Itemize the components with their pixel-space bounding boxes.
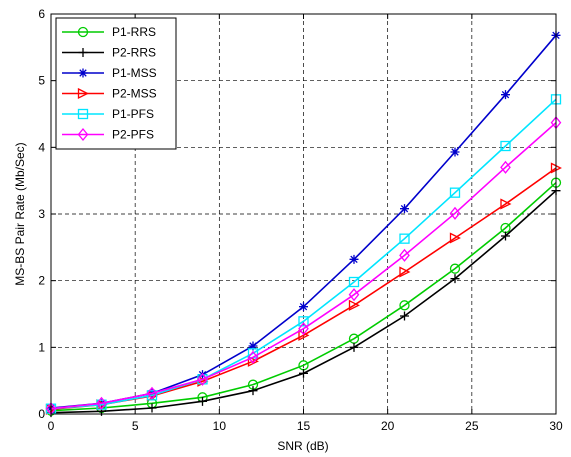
- data-point-diamond: [399, 248, 410, 262]
- y-tick-label: 3: [38, 207, 45, 221]
- data-point-asterisk: [400, 204, 409, 214]
- legend-item: P1-RRS: [62, 25, 156, 39]
- y-tick-label: 1: [38, 340, 45, 354]
- data-point-plus: [248, 386, 258, 396]
- data-point-circle: [399, 300, 410, 311]
- data-point-plus: [501, 231, 510, 241]
- y-tick-label: 4: [38, 140, 45, 154]
- data-point-asterisk: [501, 90, 510, 100]
- series-p2-pfs: [45, 116, 562, 416]
- legend-item: P2-RRS: [62, 46, 156, 60]
- x-tick-label: 0: [48, 419, 55, 433]
- x-axis-label: SNR (dB): [277, 439, 328, 453]
- series-line: [50, 98, 557, 410]
- legend-item: P2-PFS: [62, 128, 154, 142]
- data-point-asterisk: [248, 341, 258, 351]
- data-point-diamond: [298, 322, 309, 336]
- legend-item: P1-MSS: [62, 66, 157, 80]
- data-point-plus: [299, 368, 308, 378]
- legend-item: P1-PFS: [62, 107, 154, 121]
- legend-label: P1-MSS: [112, 66, 157, 80]
- data-point-asterisk: [78, 68, 88, 78]
- y-tick-label: 5: [38, 74, 45, 88]
- data-point-diamond: [77, 127, 89, 142]
- data-point-square: [399, 233, 410, 244]
- data-point-asterisk: [450, 147, 460, 157]
- data-point-plus: [147, 403, 157, 413]
- data-point-triangle: [298, 329, 310, 341]
- data-point-square: [449, 187, 461, 198]
- data-point-square: [77, 108, 89, 120]
- data-point-diamond: [96, 396, 107, 410]
- x-tick-label: 10: [213, 419, 227, 433]
- data-point-triangle: [449, 232, 461, 244]
- data-point-diamond: [146, 386, 158, 400]
- legend-label: P1-RRS: [112, 25, 156, 39]
- data-point-circle: [449, 263, 461, 274]
- legend-item: P2-MSS: [62, 87, 157, 101]
- data-point-plus: [400, 311, 409, 321]
- x-tick-label: 20: [381, 419, 395, 433]
- data-point-triangle: [77, 87, 89, 100]
- series-line: [50, 182, 557, 412]
- data-point-diamond: [247, 350, 259, 364]
- data-point-asterisk: [299, 302, 308, 312]
- series-line: [50, 122, 557, 410]
- legend-label: P2-MSS: [112, 87, 157, 101]
- data-point-square: [298, 316, 309, 327]
- data-point-plus: [198, 396, 207, 406]
- y-tick-label: 2: [38, 274, 45, 288]
- x-tick-label: 5: [132, 419, 139, 433]
- data-point-circle: [77, 26, 89, 38]
- data-point-plus: [450, 274, 460, 284]
- y-tick-label: 0: [38, 407, 45, 421]
- data-point-diamond: [197, 372, 208, 386]
- y-tick-label: 6: [38, 7, 45, 21]
- data-point-plus: [349, 342, 359, 352]
- data-point-diamond: [449, 206, 461, 220]
- x-tick-label: 25: [465, 419, 479, 433]
- x-tick-label: 15: [297, 419, 311, 433]
- legend-label: P2-RRS: [112, 46, 156, 60]
- legend-box: [55, 17, 177, 150]
- axis-ticks: 0 5 10 15 20 25 30 0 1 2 3 4 5 6: [38, 7, 563, 433]
- legend-label: P1-PFS: [112, 107, 154, 121]
- data-point-plus: [78, 48, 88, 57]
- data-point-diamond: [500, 160, 511, 174]
- y-axis-label: MS-BS Pair Rate (Mb/Sec): [13, 142, 27, 285]
- data-point-triangle: [399, 266, 411, 278]
- data-point-triangle: [348, 299, 360, 311]
- data-point-asterisk: [349, 254, 359, 264]
- x-tick-label: 30: [549, 419, 563, 433]
- legend: P1-RRS P2-RRS P1-MSS P2-MSS P1-PFS P2-PFS: [55, 17, 177, 150]
- data-point-square: [348, 276, 360, 288]
- legend-label: P2-PFS: [112, 128, 154, 142]
- data-point-square: [500, 140, 511, 152]
- data-point-triangle: [500, 198, 512, 210]
- data-point-diamond: [348, 288, 360, 302]
